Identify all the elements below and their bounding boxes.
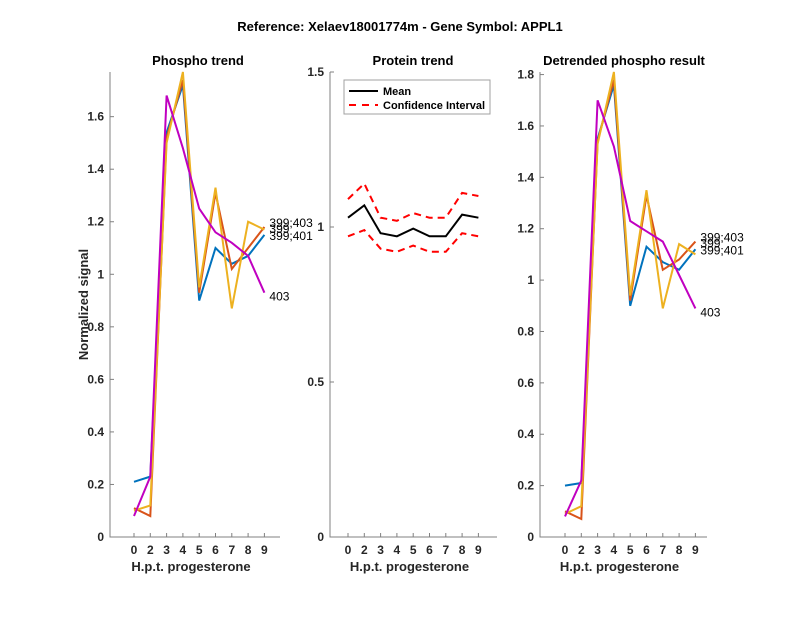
- y-tick-label: 0.4: [517, 427, 534, 441]
- x-tick-label: 4: [180, 543, 187, 557]
- y-tick-label: 0: [97, 530, 104, 544]
- series-end-label: 399: [269, 222, 289, 236]
- x-tick-label: 6: [212, 543, 219, 557]
- x-tick-label: 0: [345, 543, 352, 557]
- y-tick-label: 1.6: [87, 110, 104, 124]
- panel-3: Detrended phospho result 0 0.2 0.4 0.6 0.8 1 1.…: [517, 53, 744, 574]
- x-tick-label: 2: [361, 543, 368, 557]
- axis-lines: [329, 72, 497, 538]
- panel-title: Phospho trend: [152, 53, 244, 68]
- y-tick-label: 0: [317, 530, 324, 544]
- x-tick-label: 4: [611, 543, 618, 557]
- x-tick-label: 9: [261, 543, 268, 557]
- series-line-confidence-interval-lower-: [347, 228, 479, 253]
- y-tick-label: 1.5: [307, 65, 324, 79]
- series-line-403: [133, 95, 266, 517]
- x-tick-label: 5: [410, 543, 417, 557]
- x-tick-label: 3: [377, 543, 384, 557]
- y-tick-label: 0.5: [307, 375, 324, 389]
- x-tick-label: 5: [196, 543, 203, 557]
- legend: Mean Confidence Interval: [343, 79, 491, 115]
- x-tick-label: 0: [131, 543, 138, 557]
- panel-title: Protein trend: [373, 53, 454, 68]
- y-tick-label: 1: [317, 220, 324, 234]
- y-tick-label: 1: [527, 273, 534, 287]
- y-tick-label: 1.8: [517, 68, 534, 82]
- y-tick-label: 1.4: [517, 170, 534, 184]
- series-end-label: 403: [700, 305, 720, 319]
- y-tick-label: 0.6: [87, 372, 104, 386]
- y-tick-label: 1.6: [517, 119, 534, 133]
- legend-label-mean: Mean: [383, 86, 411, 98]
- legend-box: [343, 79, 491, 115]
- series-line-mean: [347, 203, 479, 238]
- series-end-label: 399;401: [700, 244, 744, 258]
- x-tick-label: 2: [578, 543, 585, 557]
- series-end-label: 399;403: [700, 231, 744, 245]
- y-axis-label: Normalized signal: [76, 249, 91, 360]
- y-tick-label: 0.4: [87, 425, 104, 439]
- series-end-label: 399: [700, 237, 720, 251]
- x-tick-label: 8: [676, 543, 683, 557]
- y-tick-label: 0.6: [517, 376, 534, 390]
- series-line-399-403: [564, 71, 696, 515]
- x-axis-label: H.p.t. progesterone: [560, 559, 679, 574]
- y-tick-label: 0.2: [517, 479, 534, 493]
- series-line-confidence-interval-upper-: [347, 181, 479, 222]
- x-tick-label: 6: [426, 543, 433, 557]
- x-tick-label: 9: [692, 543, 699, 557]
- x-tick-label: 3: [163, 543, 170, 557]
- legend-label-ci: Confidence Interval: [383, 100, 485, 112]
- y-tick-label: 1: [97, 267, 104, 281]
- y-tick-label: 0: [527, 530, 534, 544]
- x-tick-label: 8: [459, 543, 466, 557]
- series-end-label: 403: [269, 290, 289, 304]
- axis-lines: [109, 72, 280, 538]
- x-tick-label: 4: [394, 543, 401, 557]
- y-tick-label: 0.8: [87, 320, 104, 334]
- x-tick-label: 5: [627, 543, 634, 557]
- x-tick-label: 7: [659, 543, 666, 557]
- panel-title: Detrended phospho result: [543, 53, 705, 68]
- y-tick-label: 1.4: [87, 162, 104, 176]
- x-tick-label: 7: [442, 543, 449, 557]
- series-end-label: 399;401: [269, 229, 313, 243]
- y-tick-label: 1.2: [517, 222, 534, 236]
- y-tick-label: 0.2: [87, 477, 104, 491]
- figure-suptitle: Reference: Xelaev18001774m - Gene Symbol…: [237, 19, 562, 34]
- x-tick-label: 9: [475, 543, 482, 557]
- x-axis-label: H.p.t. progesterone: [350, 559, 469, 574]
- x-tick-label: 0: [562, 543, 569, 557]
- x-tick-label: 6: [643, 543, 650, 557]
- y-tick-label: 1.2: [87, 215, 104, 229]
- series-end-label: 399;403: [269, 216, 313, 230]
- y-tick-label: 0.8: [517, 324, 534, 338]
- axis-lines: [539, 72, 707, 538]
- x-tick-label: 3: [594, 543, 601, 557]
- x-tick-label: 8: [245, 543, 252, 557]
- x-axis-label: H.p.t. progesterone: [131, 559, 250, 574]
- x-tick-label: 7: [228, 543, 235, 557]
- x-tick-label: 2: [147, 543, 154, 557]
